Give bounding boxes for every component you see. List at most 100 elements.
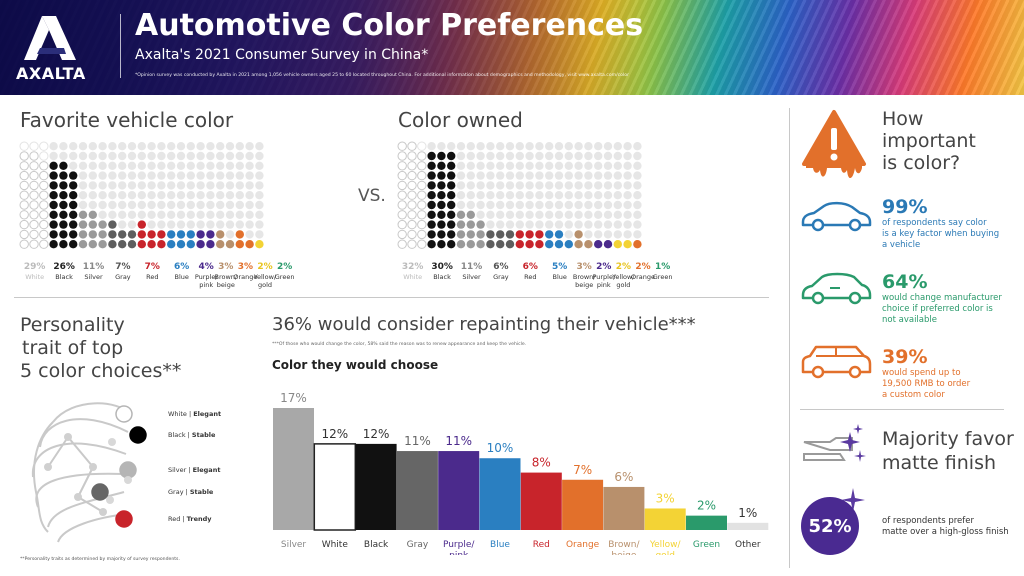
dot-empty [118, 220, 127, 229]
dot-filled [535, 240, 544, 249]
dot-filled [39, 200, 49, 210]
dot-filled [167, 240, 176, 249]
dot-empty [633, 191, 642, 200]
network-node [108, 438, 116, 446]
dot-empty [78, 142, 88, 151]
dot-chart-value-label: 11% [82, 262, 105, 272]
dot-filled [39, 229, 49, 240]
dot-filled [49, 181, 58, 190]
dot-filled [98, 230, 107, 239]
dot-empty [255, 191, 264, 200]
stat-text-line: a vehicle [882, 240, 921, 250]
dot-chart-value-label: 11% [460, 262, 483, 272]
dot-empty [535, 161, 544, 170]
dot-empty [216, 161, 225, 170]
dot-chart-value-label: 5% [552, 262, 568, 272]
dot-chart-value-label: 6% [493, 262, 509, 272]
dot-filled [417, 170, 427, 181]
dot-filled [545, 240, 554, 249]
dot-chart-category-label: Purple/ [194, 273, 218, 281]
bar-value-label: 6% [614, 470, 633, 484]
dot-empty [147, 181, 156, 190]
dot-filled [564, 240, 573, 249]
dot-filled [59, 220, 68, 229]
dot-filled [49, 191, 58, 200]
dot-empty [417, 141, 427, 151]
dot-filled [603, 240, 613, 249]
dot-filled [147, 230, 156, 239]
dot-empty [98, 200, 107, 210]
dot-filled [456, 210, 466, 219]
trait-color-name: Gray | [168, 488, 190, 496]
dot-empty [613, 210, 622, 219]
bar-category-label: beige [611, 551, 636, 555]
dot-empty [456, 171, 466, 180]
dot-filled [59, 191, 68, 200]
dot-empty [633, 171, 642, 180]
dot-empty [545, 151, 554, 161]
dot-empty [186, 151, 195, 161]
dot-empty [623, 191, 632, 200]
dot-empty [613, 220, 622, 229]
dot-empty [255, 220, 264, 229]
dot-filled [29, 180, 39, 191]
dot-empty [554, 161, 564, 170]
bar-value-label: 7% [573, 463, 592, 477]
dot-filled [59, 181, 68, 190]
dot-empty [216, 210, 225, 219]
dot-empty [594, 151, 603, 161]
dot-empty [127, 142, 137, 151]
survey-footnote: *Opinion survey was conducted by Axalta … [135, 73, 629, 78]
dot-filled [49, 171, 58, 180]
dot-empty [496, 210, 505, 219]
dot-empty [505, 171, 515, 180]
dot-filled [437, 200, 446, 210]
bar [520, 472, 562, 530]
dot-empty [554, 210, 564, 219]
dot-filled [19, 200, 29, 210]
dot-empty [486, 200, 495, 210]
dot-empty [235, 191, 244, 200]
dot-empty [255, 171, 264, 180]
dot-empty [496, 171, 505, 180]
column-divider [789, 108, 790, 568]
dot-filled [525, 240, 534, 249]
dot-empty [176, 151, 186, 161]
repaint-footnote: ***Of those who would change the color, … [272, 342, 527, 347]
dot-empty [476, 181, 485, 190]
dot-empty [554, 142, 564, 151]
hatchback-icon [801, 272, 872, 305]
dot-empty [486, 171, 495, 180]
dot-empty [167, 210, 176, 219]
dot-filled [466, 220, 475, 229]
dot-empty [623, 151, 632, 161]
dot-empty [225, 220, 235, 229]
dot-filled [19, 239, 29, 249]
dot-filled [447, 240, 456, 249]
dot-chart-category-label: Orange [630, 273, 656, 281]
dot-filled [59, 171, 68, 180]
dot-empty [225, 151, 235, 161]
dot-empty [245, 171, 254, 180]
dot-empty [245, 181, 254, 190]
bar [273, 408, 314, 530]
dot-empty [515, 210, 524, 219]
dot-empty [633, 151, 642, 161]
dot-filled [255, 240, 264, 249]
dot-empty [525, 161, 534, 170]
dot-empty [574, 181, 583, 190]
dot-empty [98, 181, 107, 190]
dot-filled [456, 220, 466, 229]
dot-empty [225, 161, 235, 170]
dot-empty [613, 191, 622, 200]
dot-filled [69, 191, 78, 200]
dot-empty [535, 200, 544, 210]
trait-name: Elegant [193, 410, 222, 418]
dot-filled [225, 240, 235, 249]
dot-empty [255, 181, 264, 190]
dot-filled [584, 240, 593, 249]
dot-empty [456, 200, 466, 210]
dot-chart-category: Orange [628, 273, 658, 282]
dot-chart-category: Blue [545, 273, 575, 282]
dot-empty [118, 181, 127, 190]
